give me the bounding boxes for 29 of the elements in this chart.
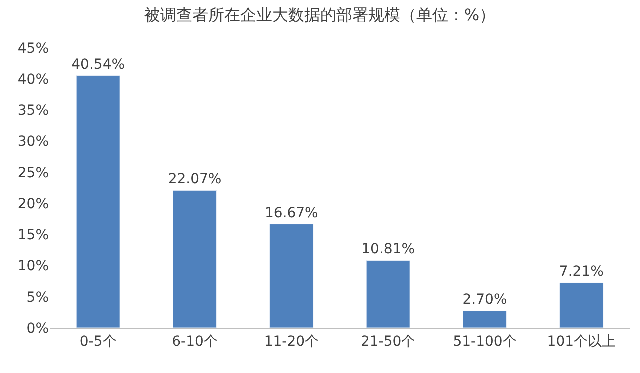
data-label: 2.70% — [462, 292, 508, 308]
x-tick-label: 0-5个 — [80, 334, 117, 350]
bar — [270, 224, 314, 328]
chart-title: 被调查者所在企业大数据的部署规模（单位：%） — [144, 6, 496, 25]
bar — [366, 260, 410, 328]
y-tick-label: 20% — [18, 196, 49, 212]
y-tick-label: 45% — [18, 40, 49, 57]
x-tick-label: 11-20个 — [264, 334, 320, 350]
y-tick-label: 35% — [18, 103, 49, 120]
x-tick-label: 51-100个 — [453, 334, 517, 350]
data-label: 40.54% — [72, 56, 126, 73]
y-tick-label: 0% — [26, 320, 49, 337]
y-tick-label: 15% — [18, 228, 49, 244]
y-tick-label: 10% — [18, 258, 49, 275]
data-label: 7.21% — [559, 264, 604, 280]
y-tick-label: 30% — [18, 134, 49, 150]
data-label: 16.67% — [264, 205, 318, 222]
data-label: 22.07% — [168, 172, 222, 188]
data-label: 10.81% — [362, 242, 416, 258]
x-tick-label: 21-50个 — [360, 334, 416, 350]
bar — [560, 282, 604, 328]
x-tick-label: 101个以上 — [547, 334, 616, 350]
y-tick-label: 40% — [18, 72, 49, 88]
y-tick-label: 25% — [18, 165, 49, 182]
bar — [76, 76, 120, 328]
bar — [173, 190, 217, 328]
bar — [463, 310, 507, 328]
y-tick-label: 5% — [26, 290, 49, 306]
x-tick-label: 6-10个 — [172, 334, 218, 350]
